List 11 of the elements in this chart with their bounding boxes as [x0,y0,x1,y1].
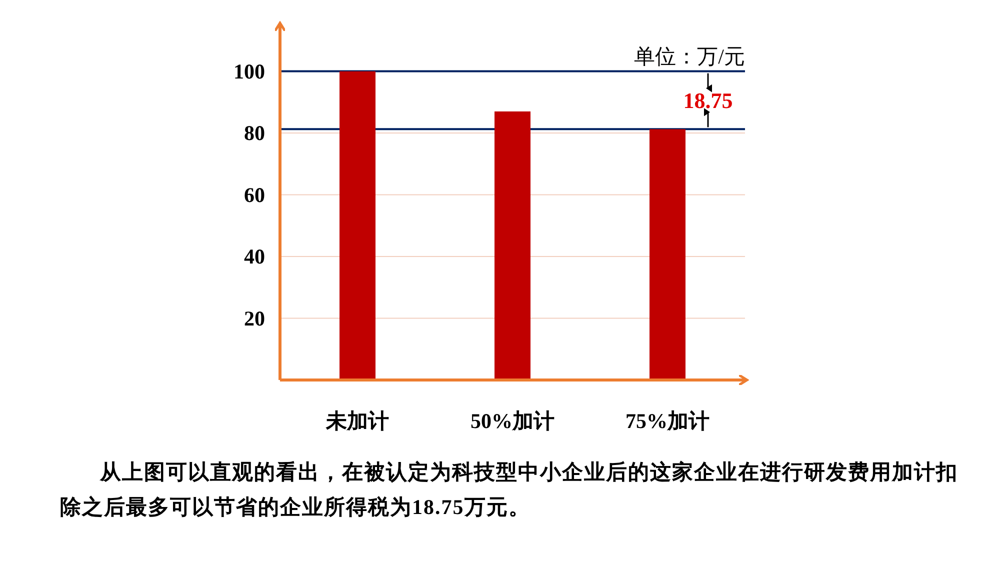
annotation: 18.75 [683,88,733,114]
y-tick-label: 100 [234,59,265,84]
annotation: 单位：万/元 [634,44,745,68]
y-tick-label: 60 [244,182,265,207]
x-tick-label: 50%加计 [470,409,554,433]
y-tick-label: 80 [244,121,265,146]
x-tick-label: 75%加计 [626,409,710,433]
y-tick-label: 20 [244,306,265,330]
x-tick-label: 未加计 [325,409,389,433]
y-tick-label: 40 [244,244,265,269]
text: 从上图可以直观的看出，在被认定为科技型中小企业后的这家企业在进行研发费用加计扣除之后最多可以节省的企业所得税为18.75万元。 [60,459,959,521]
